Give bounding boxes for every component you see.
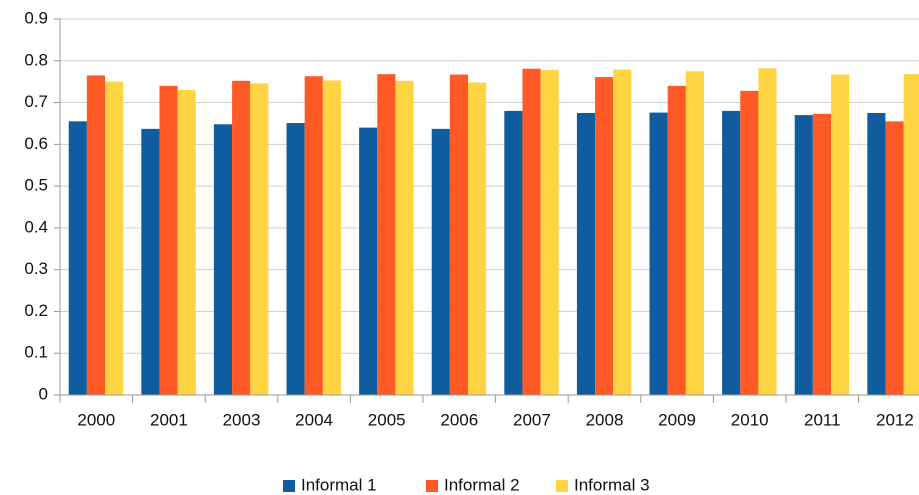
bar — [359, 127, 378, 395]
bar — [758, 68, 777, 395]
x-tick-label: 2011 — [804, 410, 841, 429]
bar — [159, 85, 178, 395]
x-tick-label: 2006 — [440, 410, 478, 429]
bar — [613, 69, 632, 395]
bar — [649, 112, 668, 396]
y-tick-label: 0.2 — [24, 301, 48, 320]
bar — [68, 121, 87, 395]
x-tick-label: 2000 — [77, 410, 115, 429]
y-tick-label: 0.3 — [24, 259, 48, 278]
bar — [595, 77, 614, 396]
x-tick-label: 2008 — [586, 410, 624, 429]
bar — [213, 124, 233, 395]
legend-label: Informal 1 — [301, 475, 377, 494]
bar — [395, 80, 414, 395]
bar — [812, 113, 832, 395]
x-tick-label: 2001 — [150, 410, 188, 429]
bar — [304, 76, 323, 395]
bar — [903, 74, 919, 395]
x-tick-label: 2005 — [368, 410, 406, 429]
y-tick-label: 0.1 — [24, 343, 48, 362]
y-tick-label: 0.4 — [24, 217, 48, 236]
legend-label: Informal 2 — [444, 475, 520, 494]
bar — [540, 69, 559, 396]
bar — [250, 83, 269, 396]
bar — [431, 128, 450, 395]
bar — [794, 115, 813, 395]
bar — [377, 74, 396, 395]
bar — [449, 74, 469, 395]
bar — [141, 128, 160, 395]
legend-label: Informal 3 — [574, 475, 650, 494]
x-tick-label: 2003 — [223, 410, 261, 429]
bar — [685, 71, 704, 395]
bar — [667, 85, 686, 395]
legend-swatch — [556, 480, 568, 492]
bar — [232, 80, 251, 395]
bar — [831, 74, 850, 395]
bar — [105, 81, 124, 396]
bar — [867, 113, 886, 395]
y-tick-label: 0.6 — [24, 134, 48, 153]
bar — [722, 110, 741, 396]
legend-swatch — [426, 480, 438, 492]
y-tick-label: 0.7 — [24, 92, 48, 111]
y-tick-label: 0.5 — [24, 176, 48, 195]
x-tick-label: 2004 — [295, 410, 333, 429]
bar — [468, 82, 487, 395]
y-tick-label: 0.9 — [24, 8, 48, 27]
bar — [740, 90, 759, 395]
bar — [286, 123, 305, 395]
y-tick-label: 0 — [39, 384, 48, 403]
bar — [885, 121, 904, 395]
x-tick-label: 2007 — [513, 410, 551, 429]
bar — [576, 113, 596, 395]
bar — [504, 110, 523, 396]
x-tick-label: 2009 — [658, 410, 696, 429]
bar — [177, 90, 196, 396]
legend-swatch — [283, 480, 295, 492]
y-tick-label: 0.8 — [24, 50, 48, 69]
bar — [522, 68, 541, 396]
x-tick-label: 2012 — [876, 410, 914, 429]
x-tick-label: 2010 — [731, 410, 769, 429]
bar — [86, 75, 106, 396]
bar — [322, 80, 341, 395]
